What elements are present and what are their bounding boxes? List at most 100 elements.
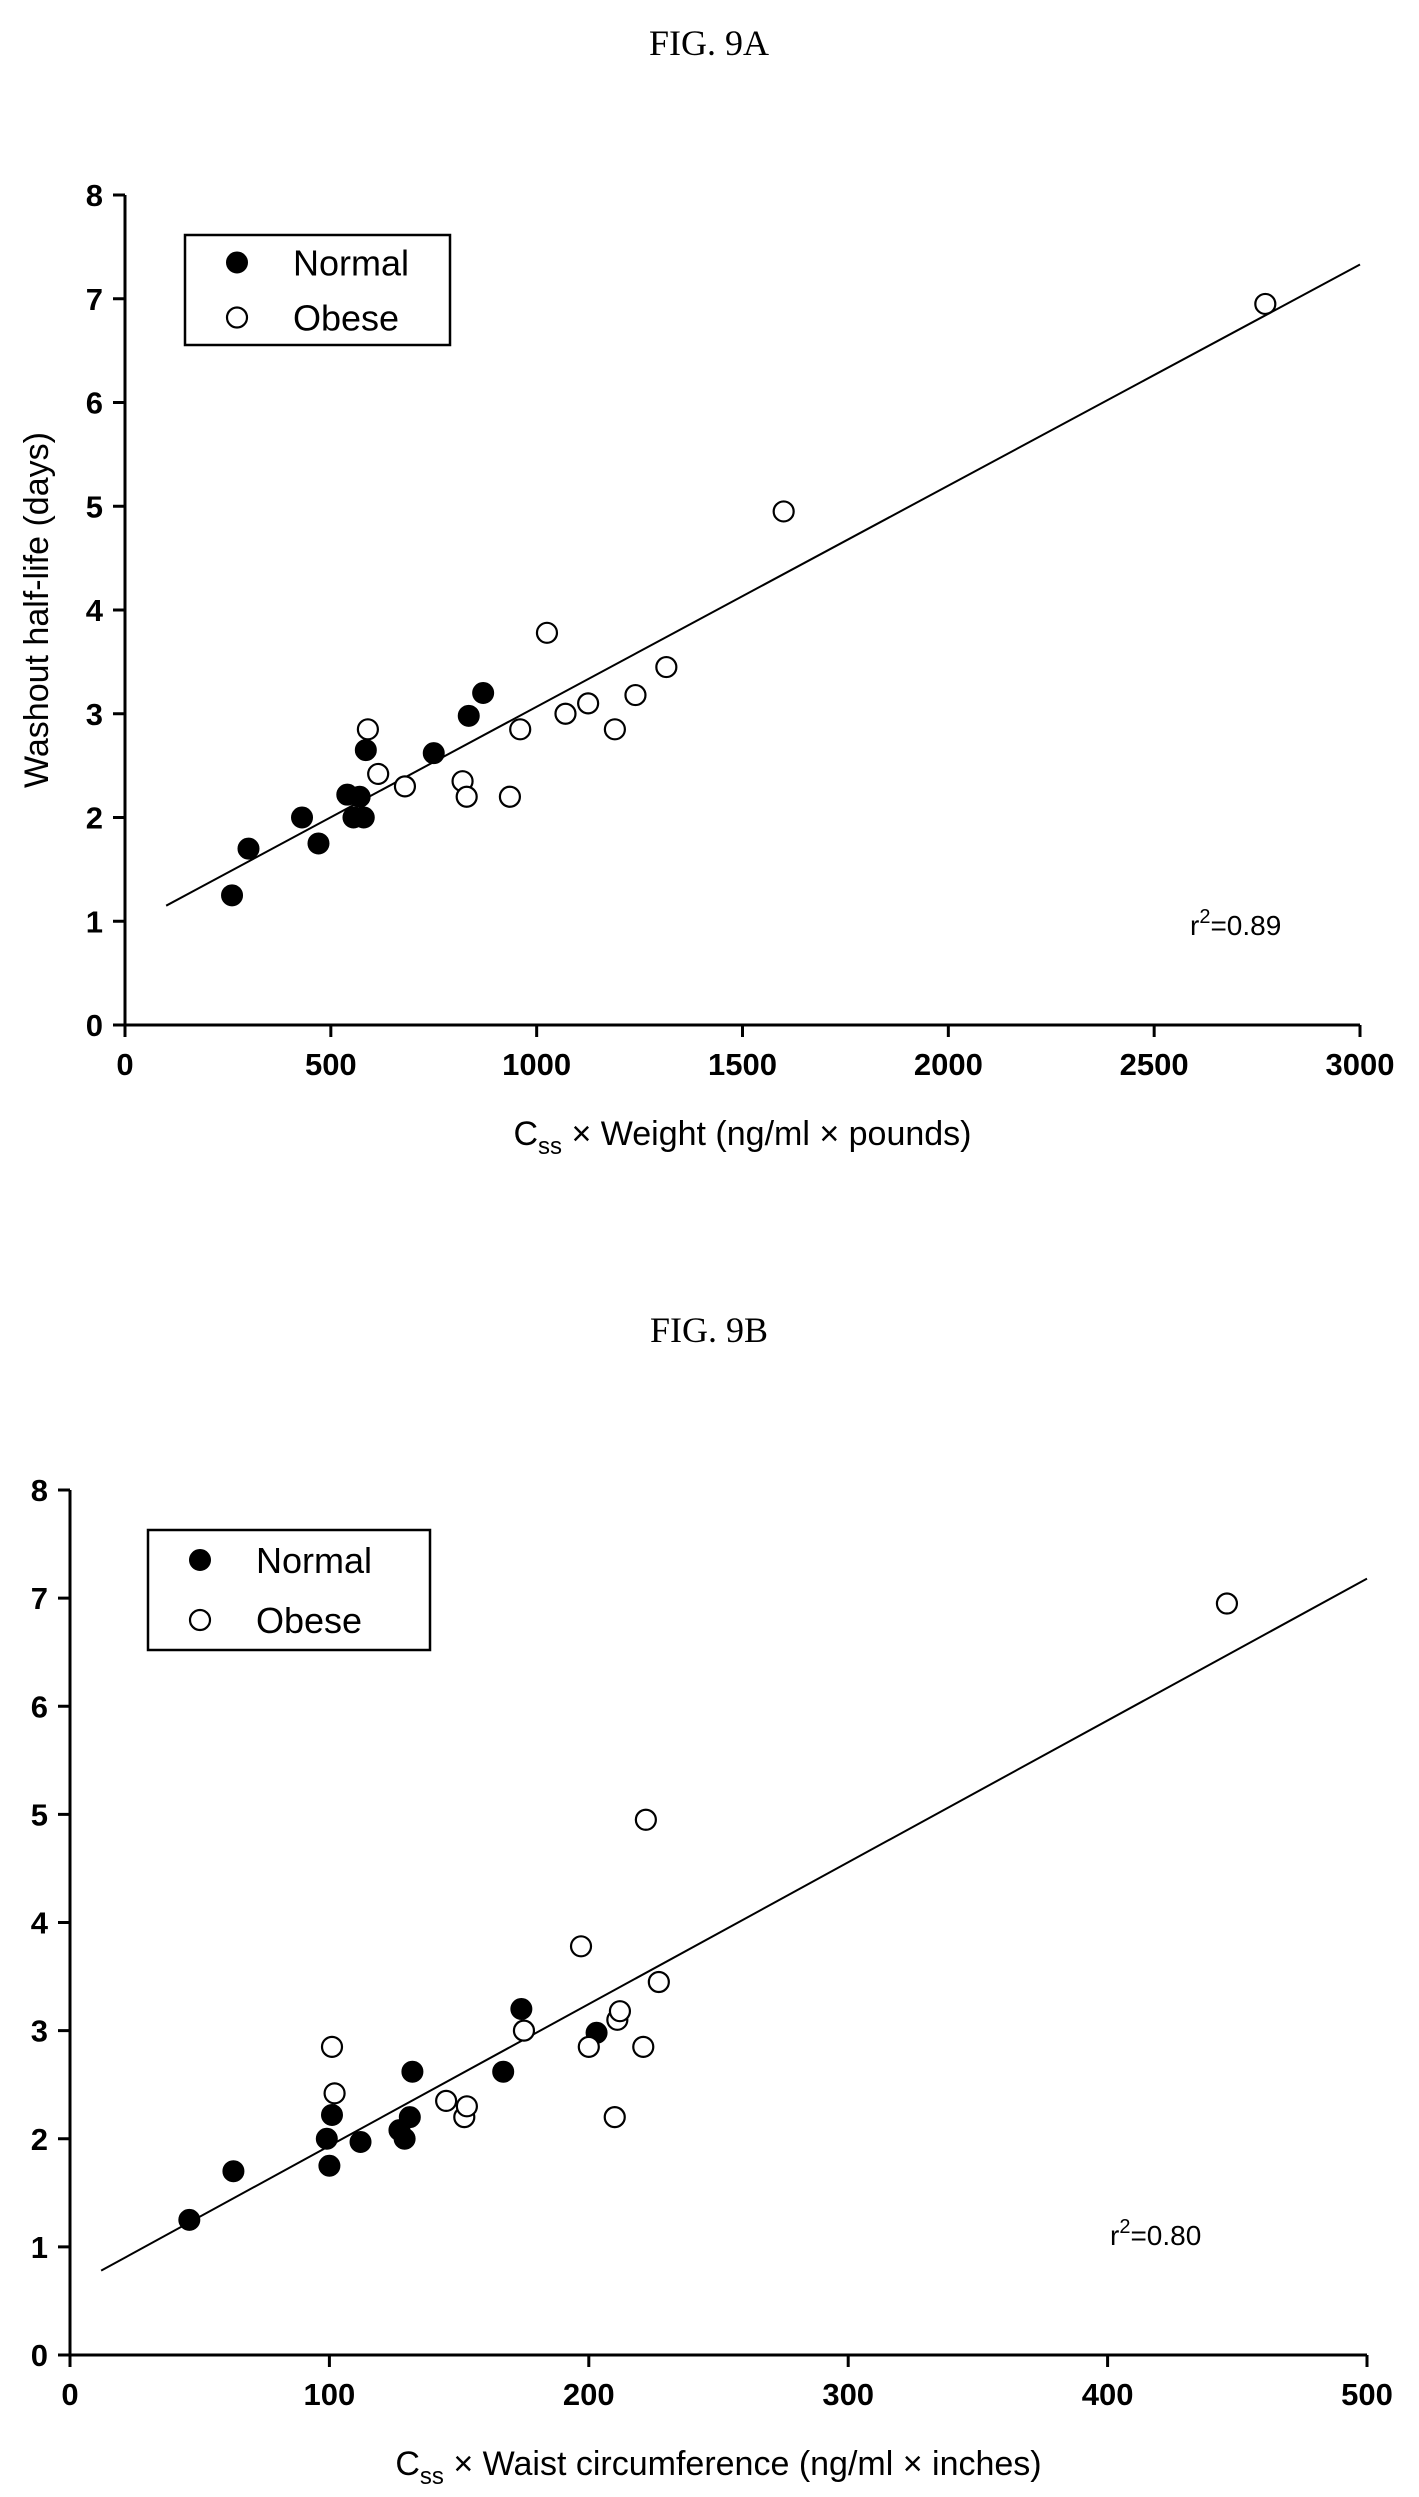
point-obese — [608, 2000, 632, 2023]
y-tick-label: 0 — [86, 1008, 103, 1043]
x-tick-label: 0 — [61, 2377, 78, 2412]
y-tick-label: 3 — [86, 697, 103, 732]
x-tick-label: 300 — [822, 2377, 874, 2412]
y-tick-label: 6 — [31, 1689, 48, 1724]
legend-label: Normal — [293, 243, 409, 284]
x-tick-label: 3000 — [1326, 1047, 1395, 1082]
point-obese — [624, 683, 647, 707]
point-normal — [291, 806, 314, 829]
r-squared-annotation: r2=0.80 — [1110, 2216, 1201, 2251]
point-normal — [354, 739, 377, 762]
y-axis-label: Washout half-life (days) — [18, 432, 56, 788]
legend-label: Normal — [256, 1540, 372, 1581]
point-normal — [472, 682, 495, 704]
point-obese — [498, 785, 522, 808]
legend-label: Obese — [256, 1600, 362, 1641]
legend: Normal Obese — [146, 1528, 432, 1652]
y-tick-label: 8 — [31, 1473, 48, 1508]
x-tick-label: 100 — [304, 2377, 356, 2412]
point-normal — [237, 837, 260, 860]
y-tick-label: 5 — [31, 1797, 48, 1832]
point-obese — [356, 718, 379, 741]
point-normal — [348, 785, 371, 808]
point-obese — [1215, 1592, 1239, 1615]
y-tick-label: 1 — [31, 2230, 48, 2265]
point-normal — [349, 2130, 372, 2153]
y-tick-label: 6 — [86, 386, 103, 421]
x-tick-label: 500 — [305, 1047, 357, 1082]
point-obese — [554, 702, 577, 725]
legend-marker-obese — [188, 1608, 212, 1632]
x-tick-label: 0 — [116, 1047, 133, 1082]
y-tick-label: 3 — [31, 2014, 48, 2049]
x-tick-label: 500 — [1341, 2377, 1393, 2412]
point-obese — [655, 655, 678, 679]
point-obese — [367, 762, 390, 786]
regression-line — [165, 263, 1361, 907]
y-tick-label: 7 — [86, 282, 103, 317]
x-axis-label: Css × Weight (ng/ml × pounds) — [513, 1115, 971, 1160]
scatter-plot-9a: 0 1 2 3 4 5 6 7 8 0 500 1000 1500 2000 2500 3000 Css × W… — [18, 178, 1394, 1160]
point-obese — [1254, 292, 1277, 316]
point-normal — [422, 742, 445, 765]
x-tick-label: 1500 — [708, 1047, 777, 1082]
y-tick-label: 4 — [31, 1906, 49, 1941]
point-normal — [398, 2106, 421, 2129]
point-obese — [435, 2089, 458, 2113]
point-normal — [320, 2103, 343, 2126]
point-normal — [393, 2127, 416, 2150]
point-obese — [772, 500, 795, 523]
point-obese — [569, 1935, 593, 1958]
point-obese — [512, 2019, 536, 2042]
figure-9a-title: FIG. 9A — [649, 23, 769, 63]
point-obese — [509, 718, 532, 741]
point-normal — [492, 2060, 515, 2083]
point-obese — [455, 785, 478, 808]
point-normal — [222, 2160, 245, 2183]
point-obese — [323, 2082, 346, 2105]
x-tick-label: 2000 — [914, 1047, 983, 1082]
legend-marker-normal — [189, 1549, 211, 1571]
point-obese — [393, 775, 417, 798]
regression-line — [100, 1577, 1368, 2272]
y-tick-label: 8 — [86, 178, 103, 213]
point-obese — [603, 718, 626, 741]
x-tick-label: 2500 — [1120, 1047, 1189, 1082]
y-tick-label: 1 — [86, 904, 103, 939]
y-tick-label: 2 — [31, 2122, 48, 2157]
legend-marker-obese — [225, 306, 249, 329]
legend: Normal Obese — [183, 233, 452, 347]
x-tick-label: 1000 — [502, 1047, 571, 1082]
legend-marker-normal — [226, 251, 248, 274]
point-obese — [455, 2095, 478, 2118]
point-normal — [510, 1998, 533, 2020]
legend-label: Obese — [293, 298, 399, 339]
scatter-plot-9b: 0 1 2 3 4 5 6 7 8 0 100 200 300 400 500 Css × Waist cir… — [31, 1473, 1393, 2490]
r-squared-annotation: r2=0.89 — [1190, 906, 1281, 941]
point-normal — [178, 2208, 201, 2231]
point-obese — [632, 2035, 655, 2058]
point-normal — [352, 806, 375, 829]
point-obese — [634, 1808, 657, 1831]
y-tick-label: 0 — [31, 2338, 48, 2373]
figure-9b-title: FIG. 9B — [650, 1310, 768, 1350]
y-tick-label: 2 — [86, 801, 103, 836]
point-obese — [320, 2035, 344, 2058]
point-obese — [535, 621, 559, 644]
point-obese — [577, 692, 600, 715]
legend-box — [146, 1528, 432, 1652]
y-tick-label: 4 — [86, 593, 104, 628]
point-normal — [401, 2060, 424, 2083]
x-tick-label: 400 — [1082, 2377, 1134, 2412]
legend-box — [183, 233, 452, 347]
point-normal — [307, 832, 330, 855]
point-normal — [318, 2154, 341, 2177]
point-normal — [221, 884, 244, 907]
point-obese — [603, 2106, 626, 2129]
point-obese — [647, 1970, 670, 1994]
point-normal — [457, 704, 480, 727]
x-axis-label: Css × Waist circumference (ng/ml × inche… — [395, 2445, 1041, 2490]
x-tick-label: 200 — [563, 2377, 615, 2412]
y-tick-label: 7 — [31, 1581, 48, 1616]
y-tick-label: 5 — [86, 489, 103, 524]
